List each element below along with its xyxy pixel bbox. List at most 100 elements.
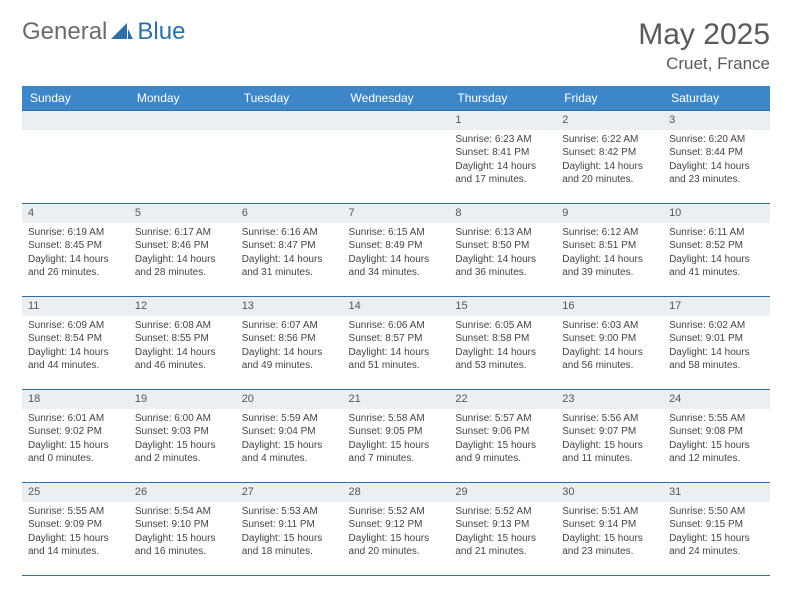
daylight-line: Daylight: 15 hours and 12 minutes. (669, 439, 764, 466)
day-content: Sunrise: 6:08 AMSunset: 8:55 PMDaylight:… (129, 316, 236, 377)
daylight-line: Daylight: 14 hours and 41 minutes. (669, 253, 764, 280)
sunset-line: Sunset: 9:02 PM (28, 425, 123, 439)
day-number (129, 111, 236, 130)
sunset-line: Sunset: 8:41 PM (455, 146, 550, 160)
day-cell (343, 111, 450, 204)
day-number: 12 (129, 297, 236, 316)
day-content: Sunrise: 6:11 AMSunset: 8:52 PMDaylight:… (663, 223, 770, 284)
weekday-header: Monday (129, 86, 236, 111)
day-content: Sunrise: 5:57 AMSunset: 9:06 PMDaylight:… (449, 409, 556, 470)
daylight-line: Daylight: 14 hours and 56 minutes. (562, 346, 657, 373)
sunset-line: Sunset: 8:47 PM (242, 239, 337, 253)
header: General Blue May 2025 Cruet, France (22, 18, 770, 74)
sunrise-line: Sunrise: 5:51 AM (562, 505, 657, 519)
daylight-line: Daylight: 14 hours and 34 minutes. (349, 253, 444, 280)
sunrise-line: Sunrise: 6:03 AM (562, 319, 657, 333)
day-number: 3 (663, 111, 770, 130)
day-content (129, 130, 236, 137)
day-cell: 9Sunrise: 6:12 AMSunset: 8:51 PMDaylight… (556, 204, 663, 297)
sunset-line: Sunset: 9:06 PM (455, 425, 550, 439)
daylight-line: Daylight: 14 hours and 26 minutes. (28, 253, 123, 280)
day-number: 18 (22, 390, 129, 409)
day-content: Sunrise: 5:53 AMSunset: 9:11 PMDaylight:… (236, 502, 343, 563)
sunrise-line: Sunrise: 5:54 AM (135, 505, 230, 519)
day-cell: 16Sunrise: 6:03 AMSunset: 9:00 PMDayligh… (556, 297, 663, 390)
sunrise-line: Sunrise: 6:07 AM (242, 319, 337, 333)
day-number: 24 (663, 390, 770, 409)
weekday-header-row: SundayMondayTuesdayWednesdayThursdayFrid… (22, 86, 770, 111)
day-content: Sunrise: 5:56 AMSunset: 9:07 PMDaylight:… (556, 409, 663, 470)
day-content: Sunrise: 5:50 AMSunset: 9:15 PMDaylight:… (663, 502, 770, 563)
sunset-line: Sunset: 9:11 PM (242, 518, 337, 532)
sunrise-line: Sunrise: 6:05 AM (455, 319, 550, 333)
sunset-line: Sunset: 8:51 PM (562, 239, 657, 253)
sunrise-line: Sunrise: 5:53 AM (242, 505, 337, 519)
day-cell: 7Sunrise: 6:15 AMSunset: 8:49 PMDaylight… (343, 204, 450, 297)
sunrise-line: Sunrise: 6:08 AM (135, 319, 230, 333)
sunset-line: Sunset: 9:10 PM (135, 518, 230, 532)
day-cell: 1Sunrise: 6:23 AMSunset: 8:41 PMDaylight… (449, 111, 556, 204)
day-cell (236, 111, 343, 204)
weekday-header: Friday (556, 86, 663, 111)
logo-sail-icon (111, 23, 133, 41)
day-number (236, 111, 343, 130)
daylight-line: Daylight: 15 hours and 18 minutes. (242, 532, 337, 559)
weekday-header: Tuesday (236, 86, 343, 111)
day-number: 8 (449, 204, 556, 223)
week-row: 1Sunrise: 6:23 AMSunset: 8:41 PMDaylight… (22, 111, 770, 204)
day-cell: 8Sunrise: 6:13 AMSunset: 8:50 PMDaylight… (449, 204, 556, 297)
day-cell: 2Sunrise: 6:22 AMSunset: 8:42 PMDaylight… (556, 111, 663, 204)
sunrise-line: Sunrise: 6:16 AM (242, 226, 337, 240)
sunset-line: Sunset: 9:05 PM (349, 425, 444, 439)
day-number (22, 111, 129, 130)
sunset-line: Sunset: 8:58 PM (455, 332, 550, 346)
sunset-line: Sunset: 8:50 PM (455, 239, 550, 253)
day-content: Sunrise: 6:16 AMSunset: 8:47 PMDaylight:… (236, 223, 343, 284)
day-cell (129, 111, 236, 204)
week-row: 25Sunrise: 5:55 AMSunset: 9:09 PMDayligh… (22, 483, 770, 576)
daylight-line: Daylight: 15 hours and 24 minutes. (669, 532, 764, 559)
daylight-line: Daylight: 14 hours and 20 minutes. (562, 160, 657, 187)
sunset-line: Sunset: 8:45 PM (28, 239, 123, 253)
daylight-line: Daylight: 15 hours and 14 minutes. (28, 532, 123, 559)
daylight-line: Daylight: 15 hours and 20 minutes. (349, 532, 444, 559)
day-content: Sunrise: 5:55 AMSunset: 9:09 PMDaylight:… (22, 502, 129, 563)
day-number: 1 (449, 111, 556, 130)
day-cell: 6Sunrise: 6:16 AMSunset: 8:47 PMDaylight… (236, 204, 343, 297)
sunset-line: Sunset: 9:15 PM (669, 518, 764, 532)
day-content: Sunrise: 6:23 AMSunset: 8:41 PMDaylight:… (449, 130, 556, 191)
day-content: Sunrise: 6:06 AMSunset: 8:57 PMDaylight:… (343, 316, 450, 377)
sunset-line: Sunset: 8:52 PM (669, 239, 764, 253)
day-cell: 11Sunrise: 6:09 AMSunset: 8:54 PMDayligh… (22, 297, 129, 390)
day-cell: 25Sunrise: 5:55 AMSunset: 9:09 PMDayligh… (22, 483, 129, 576)
day-number: 30 (556, 483, 663, 502)
month-title: May 2025 (638, 18, 770, 52)
logo-text-general: General (22, 18, 107, 46)
sunset-line: Sunset: 8:46 PM (135, 239, 230, 253)
day-content: Sunrise: 6:02 AMSunset: 9:01 PMDaylight:… (663, 316, 770, 377)
day-cell: 18Sunrise: 6:01 AMSunset: 9:02 PMDayligh… (22, 390, 129, 483)
day-cell: 30Sunrise: 5:51 AMSunset: 9:14 PMDayligh… (556, 483, 663, 576)
daylight-line: Daylight: 14 hours and 53 minutes. (455, 346, 550, 373)
day-number: 13 (236, 297, 343, 316)
day-number: 14 (343, 297, 450, 316)
sunrise-line: Sunrise: 5:58 AM (349, 412, 444, 426)
day-cell: 20Sunrise: 5:59 AMSunset: 9:04 PMDayligh… (236, 390, 343, 483)
day-number: 11 (22, 297, 129, 316)
daylight-line: Daylight: 14 hours and 51 minutes. (349, 346, 444, 373)
sunrise-line: Sunrise: 6:19 AM (28, 226, 123, 240)
day-cell: 13Sunrise: 6:07 AMSunset: 8:56 PMDayligh… (236, 297, 343, 390)
weekday-header: Sunday (22, 86, 129, 111)
day-content: Sunrise: 6:05 AMSunset: 8:58 PMDaylight:… (449, 316, 556, 377)
day-cell: 23Sunrise: 5:56 AMSunset: 9:07 PMDayligh… (556, 390, 663, 483)
day-number: 9 (556, 204, 663, 223)
sunrise-line: Sunrise: 5:56 AM (562, 412, 657, 426)
day-content: Sunrise: 5:55 AMSunset: 9:08 PMDaylight:… (663, 409, 770, 470)
day-number: 16 (556, 297, 663, 316)
sunrise-line: Sunrise: 5:59 AM (242, 412, 337, 426)
calendar-body: 1Sunrise: 6:23 AMSunset: 8:41 PMDaylight… (22, 111, 770, 576)
day-cell: 31Sunrise: 5:50 AMSunset: 9:15 PMDayligh… (663, 483, 770, 576)
day-cell: 29Sunrise: 5:52 AMSunset: 9:13 PMDayligh… (449, 483, 556, 576)
sunset-line: Sunset: 9:08 PM (669, 425, 764, 439)
daylight-line: Daylight: 15 hours and 16 minutes. (135, 532, 230, 559)
